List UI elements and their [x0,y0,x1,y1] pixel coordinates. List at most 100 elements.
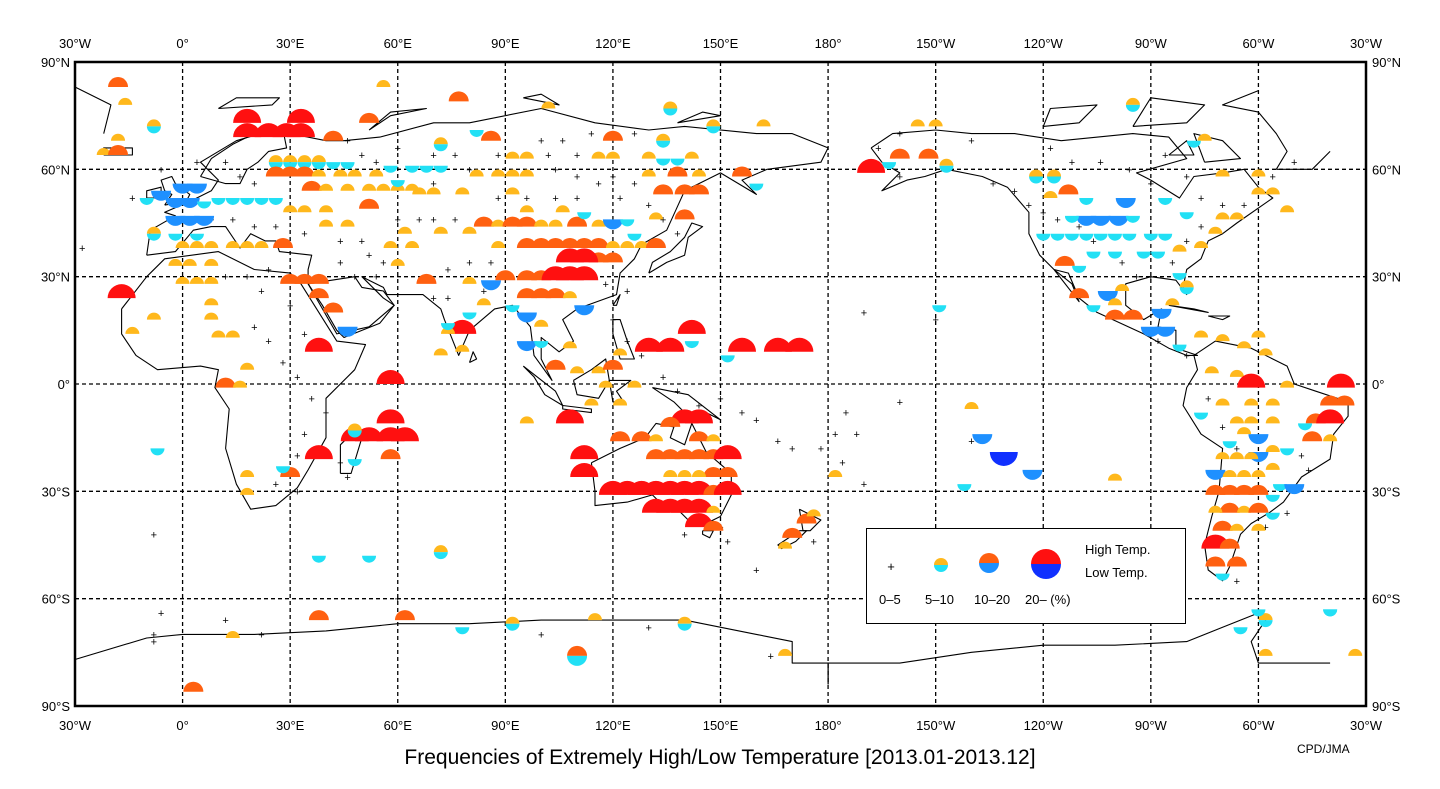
low-temp-half [720,355,735,363]
plus-marker: + [294,451,300,463]
station-symbol [570,463,599,478]
plus-marker: + [861,307,867,319]
high-temp-half [713,480,742,495]
high-temp-half [359,198,380,209]
station-symbol [304,337,333,352]
bottom-longitude-label: 120°E [595,718,631,733]
plus-marker: + [344,472,350,484]
station-symbol [531,238,552,249]
station-symbol [567,216,588,227]
high-temp-half [555,409,584,424]
high-temp-half [376,183,391,191]
high-temp-half [1316,409,1345,424]
top-longitude-label: 120°E [595,36,631,51]
low-temp-half [1107,233,1122,241]
station-symbol [684,498,713,513]
high-temp-half [728,337,757,352]
high-temp-half [1265,444,1280,452]
coastline-segment [827,612,1331,685]
high-temp-half [369,169,384,177]
station-symbol [653,184,674,195]
station-symbol [211,197,226,205]
legend-low-20 [1031,564,1061,579]
right-latitude-label: 0° [1372,377,1384,392]
station-symbol [610,431,631,442]
bottom-longitude-label: 30°W [59,718,92,733]
low-temp-half [1172,273,1187,281]
plus-marker: + [1162,150,1168,162]
high-temp-half [653,184,674,195]
plus-marker: + [574,193,580,205]
station-symbol [1122,233,1137,241]
low-temp-half [1248,434,1269,445]
left-latitude-label: 60°N [41,162,70,177]
coastline-segment [612,294,621,306]
coastline-segment [1168,140,1195,156]
plus-marker: + [129,193,135,205]
high-temp-half [286,123,315,138]
high-temp-half [570,463,599,478]
station-symbol [1348,648,1363,656]
low-temp-half [311,162,326,170]
high-temp-half [204,241,219,249]
low-temp-half [602,219,623,230]
station-symbol [347,169,362,177]
station-symbol [1158,197,1173,205]
station-symbol [359,198,380,209]
high-temp-half [602,130,623,141]
station-symbol [972,434,993,445]
station-symbol [516,216,537,227]
high-temp-half [182,258,197,266]
high-temp-half [240,487,255,495]
station-symbol [1237,505,1252,513]
high-temp-half [283,155,298,163]
high-temp-half [294,166,315,177]
high-temp-half [703,467,724,478]
station-symbol [165,215,186,226]
plus-marker: + [610,171,616,183]
bottom-longitude-label: 120°W [1024,718,1064,733]
station-symbol [505,169,520,177]
high-temp-half [146,312,161,320]
coastline-segment [1276,151,1331,170]
low-temp-half [957,484,972,492]
high-temp-half [505,151,520,159]
low-temp-half [1215,573,1230,581]
high-temp-half [756,119,771,127]
plus-marker: + [545,150,551,162]
station-symbol [359,112,380,123]
high-temp-half [648,434,663,442]
right-latitude-label: 90°N [1372,55,1401,70]
high-temp-half [204,276,219,284]
station-symbol [204,312,219,320]
left-latitude-label: 90°N [41,55,70,70]
plus-marker: + [717,393,723,405]
plus-marker: + [789,443,795,455]
plus-marker: + [251,322,257,334]
high-temp-half [641,151,656,159]
low-temp-half [139,197,154,205]
high-temp-half [1172,244,1187,252]
plus-marker: + [1205,393,1211,405]
station-symbol [111,133,126,141]
high-temp-half [763,337,792,352]
plus-marker: + [646,622,652,634]
high-temp-half [634,337,663,352]
low-temp-half [1251,609,1266,617]
plus-marker: + [681,529,687,541]
bottom-longitude-label: 150°E [703,718,739,733]
station-symbol [1229,523,1244,531]
top-longitude-label: 180° [815,36,842,51]
station-symbol [562,341,577,349]
station-symbol [254,241,269,249]
high-temp-half [1258,348,1273,356]
legend-class-0-5: 0–5 [879,592,901,607]
bottom-longitude-label: 30°E [276,718,305,733]
station-symbol [677,319,706,334]
low-temp-half [197,201,212,209]
high-temp-half [545,288,566,299]
station-symbol [684,513,713,528]
high-temp-half [1248,502,1269,513]
right-latitude-label: 60°S [1372,592,1401,607]
station-symbol [1215,169,1230,177]
